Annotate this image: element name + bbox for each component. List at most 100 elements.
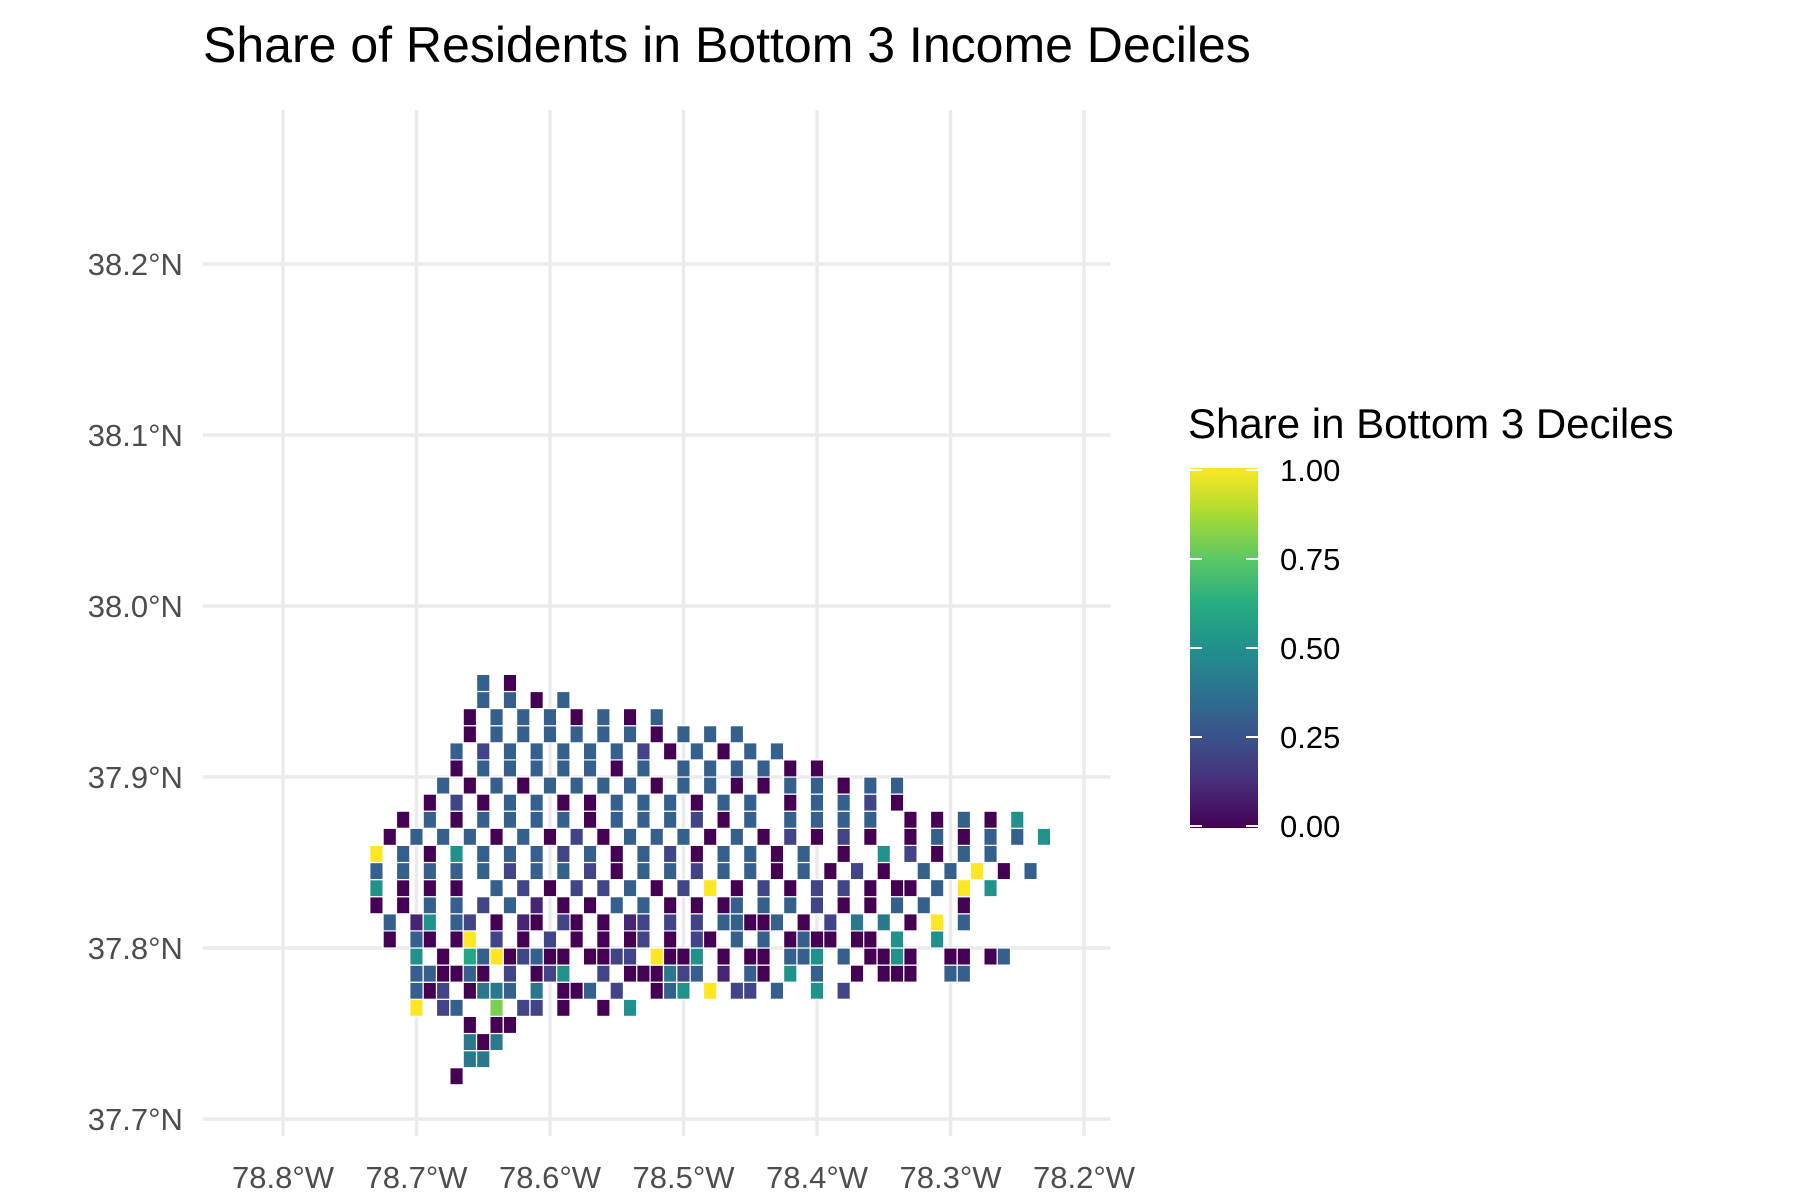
map-cell — [502, 673, 518, 693]
map-cell — [1009, 810, 1025, 829]
map-cell — [502, 1015, 518, 1035]
map-cell — [582, 742, 598, 761]
map-cell — [943, 861, 958, 881]
map-cell — [462, 827, 478, 846]
map-cell — [569, 878, 584, 898]
map-cell — [582, 793, 598, 812]
map-cell — [395, 861, 411, 881]
map-cell — [449, 878, 464, 898]
map-cell — [476, 861, 491, 881]
map-cell — [542, 930, 558, 949]
map-cell — [689, 896, 705, 915]
map-cell — [502, 964, 518, 983]
map-cell — [863, 896, 878, 915]
map-cell — [462, 930, 478, 949]
map-cell — [449, 1067, 464, 1086]
map-cell — [769, 861, 785, 881]
map-cell — [756, 947, 771, 966]
map-cell — [449, 810, 464, 829]
map-cell — [369, 878, 384, 898]
y-tick-label: 38.2°N — [88, 247, 183, 282]
map-cell — [556, 947, 571, 966]
map-cell — [529, 998, 544, 1017]
map-cell — [529, 793, 544, 812]
map-cell — [809, 810, 825, 829]
map-cell — [729, 759, 745, 778]
map-cell — [395, 896, 411, 915]
map-cell — [889, 878, 905, 898]
map-cell — [956, 844, 972, 864]
map-cell — [382, 827, 398, 846]
map-cell — [609, 810, 624, 829]
map-cell — [636, 810, 651, 829]
map-cell — [756, 930, 771, 949]
map-cell — [569, 930, 584, 949]
map-cell — [903, 964, 918, 983]
map-cell — [903, 947, 918, 966]
map-cell — [662, 896, 678, 915]
map-cell — [449, 930, 464, 949]
map-cell — [409, 930, 424, 949]
map-cell — [449, 759, 464, 778]
map-cell — [649, 725, 664, 744]
map-cell — [863, 776, 878, 795]
map-cell — [689, 964, 705, 983]
map-cell — [476, 964, 491, 983]
legend-tick-label: 0.00 — [1280, 809, 1340, 844]
map-cell — [489, 776, 504, 795]
map-cell — [943, 947, 958, 966]
x-tick-label: 78.8°W — [232, 1160, 335, 1195]
map-cell — [836, 947, 851, 966]
map-cell — [529, 861, 544, 881]
map-cell — [903, 827, 918, 846]
map-cell — [556, 844, 571, 864]
map-cell — [515, 947, 531, 966]
x-tick-label: 78.4°W — [766, 1160, 869, 1195]
map-cell — [462, 1032, 478, 1052]
map-cell — [542, 947, 558, 966]
map-cell — [489, 725, 504, 744]
map-cell — [649, 964, 664, 983]
map-cell — [476, 810, 491, 829]
map-cell — [769, 981, 785, 1000]
map-cell — [529, 690, 544, 710]
gridlines — [202, 110, 1111, 1137]
map-cell — [395, 810, 411, 829]
map-cell — [689, 913, 705, 932]
map-cell — [542, 725, 558, 744]
map-cell — [409, 964, 424, 983]
map-cell — [529, 896, 544, 915]
map-cell — [929, 913, 945, 932]
map-cell — [476, 690, 491, 710]
map-cell — [649, 981, 664, 1000]
y-tick-label: 37.9°N — [88, 760, 183, 795]
map-cell — [596, 964, 611, 983]
map-cell — [956, 878, 972, 898]
map-cell — [649, 776, 664, 795]
map-cell — [476, 742, 491, 761]
map-cell — [716, 793, 731, 812]
y-tick-label: 38.1°N — [88, 418, 183, 453]
map-cell — [529, 964, 544, 983]
map-cell — [649, 947, 664, 966]
x-tick-label: 78.6°W — [499, 1160, 602, 1195]
map-cell — [462, 913, 478, 932]
map-cell — [609, 844, 624, 864]
map-cell — [489, 707, 504, 727]
map-cell — [742, 861, 758, 881]
map-cell — [796, 913, 811, 932]
map-cell — [636, 861, 651, 881]
map-cell — [863, 878, 878, 898]
map-cell — [489, 827, 504, 846]
map-cell — [676, 725, 691, 744]
map-cell — [983, 827, 998, 846]
map-cell — [916, 861, 931, 881]
map-cell — [422, 810, 438, 829]
map-cell — [609, 861, 624, 881]
map-cell — [876, 913, 891, 932]
map-cell — [476, 1032, 491, 1052]
map-cell — [462, 776, 478, 795]
map-cell — [729, 896, 745, 915]
map-cell — [622, 776, 638, 795]
